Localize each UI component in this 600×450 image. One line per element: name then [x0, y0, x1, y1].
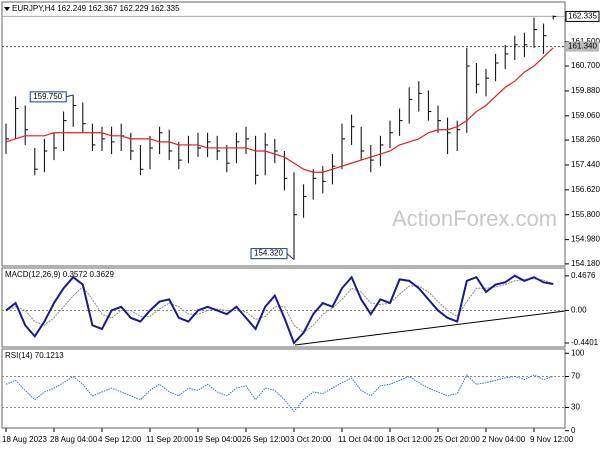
x-tick-label: 3 Oct 20:00 [290, 435, 332, 444]
y-tick-label: 159.060 [571, 111, 600, 120]
moving-average [5, 47, 554, 173]
y-tick-label: 0 [571, 426, 576, 435]
macd-line [5, 274, 554, 345]
y-tick-label: 160.700 [571, 61, 600, 70]
x-tick-label: 26 Sep 12:00 [242, 435, 290, 444]
x-tick-label: 18 Oct 12:00 [386, 435, 432, 444]
y-tick-label: 0.4676 [571, 271, 596, 280]
x-tick-label: 25 Oct 20:00 [434, 435, 480, 444]
x-tick-label: 4 Sep 12:00 [98, 435, 142, 444]
annotation-label: 159.750 [33, 92, 62, 101]
y-tick-label: 0.00 [571, 306, 587, 315]
panel-frame [1, 348, 566, 429]
y-tick-label: 154.180 [571, 259, 600, 268]
x-tick-label: 18 Aug 2023 [2, 435, 47, 444]
y-tick-label: 155.800 [571, 210, 600, 219]
panel-title: MACD(12,26,9) 0.3572 0.3629 [5, 270, 115, 279]
price-label-box [565, 10, 600, 22]
y-tick-label: 154.980 [571, 235, 600, 244]
y-tick-label: 156.620 [571, 185, 600, 194]
y-tick-label: 157.440 [571, 160, 600, 169]
panel-frame [1, 1, 566, 267]
y-tick-label: 30 [571, 403, 580, 412]
x-tick-label: 11 Sep 20:00 [146, 435, 194, 444]
title-icon [4, 7, 10, 11]
x-tick-label: 2 Nov 04:00 [482, 435, 526, 444]
annotation-link [66, 94, 74, 98]
x-tick-label: 19 Sep 04:00 [194, 435, 242, 444]
panel-title: RSI(14) 70.1213 [5, 351, 64, 360]
y-tick-label: 158.260 [571, 135, 600, 144]
y-tick-label: 70 [571, 372, 580, 381]
trend-line [294, 310, 566, 346]
x-tick-label: 9 Nov 12:00 [530, 435, 574, 444]
annotation-link [286, 253, 295, 261]
panel-title: EURJPY,H4 162.249 162.367 162.229 162.33… [12, 4, 180, 13]
y-tick-label: 100 [571, 348, 585, 357]
price-label: 162.335 [568, 12, 597, 21]
y-tick-label: 161.500 [571, 37, 600, 46]
x-tick-label: 28 Aug 04:00 [50, 435, 98, 444]
rsi-line [5, 374, 554, 413]
y-tick-label: -0.4401 [571, 338, 599, 347]
watermark: ActionForex.com [392, 206, 557, 231]
level-label-box [566, 41, 599, 52]
level-label: 161.340 [568, 42, 597, 51]
y-tick-label: 159.880 [571, 86, 600, 95]
panel-frame [1, 267, 566, 348]
annotation-label: 154.320 [254, 249, 283, 258]
x-tick-label: 11 Oct 04:00 [338, 435, 384, 444]
